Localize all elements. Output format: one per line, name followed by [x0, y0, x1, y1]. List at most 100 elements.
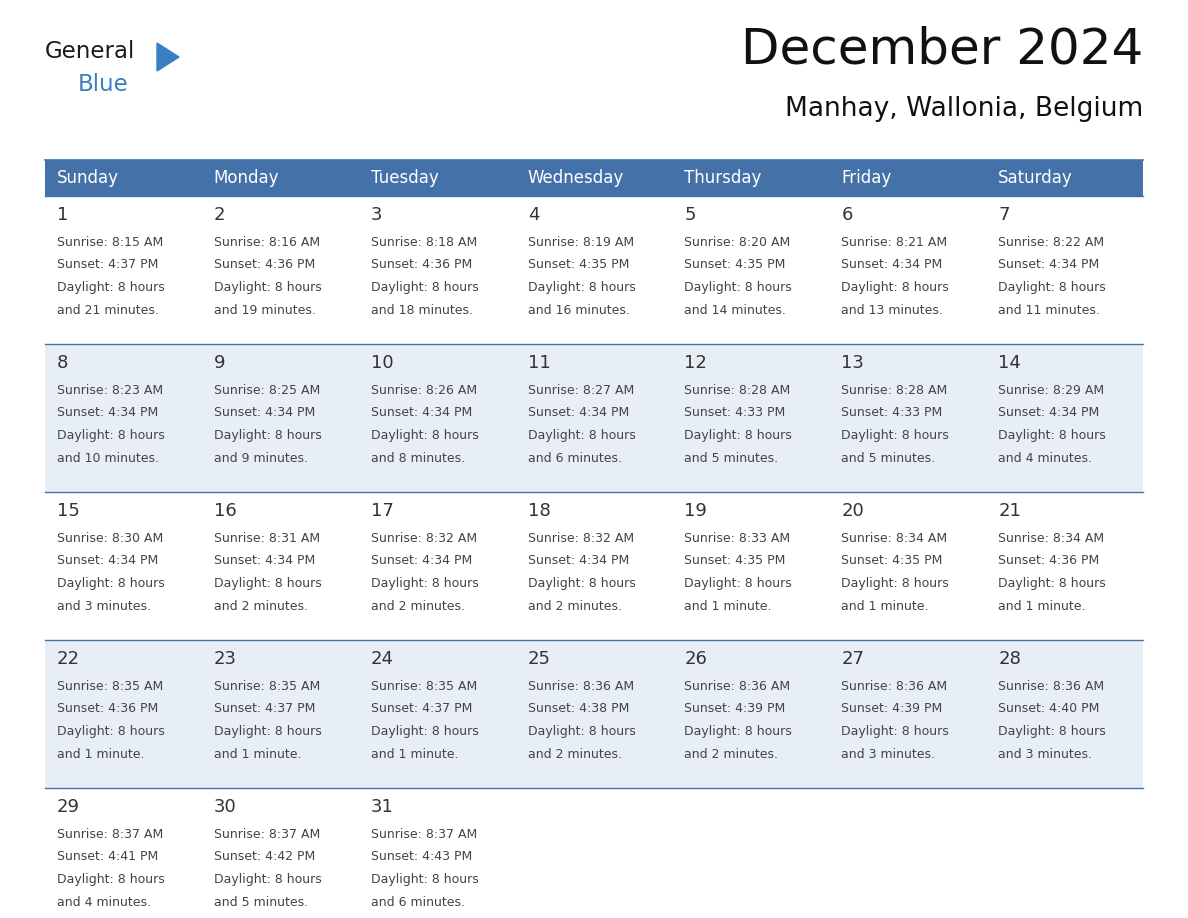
Text: Sunset: 4:34 PM: Sunset: 4:34 PM — [214, 554, 315, 567]
Text: Sunrise: 8:21 AM: Sunrise: 8:21 AM — [841, 236, 947, 249]
Text: Sunrise: 8:31 AM: Sunrise: 8:31 AM — [214, 532, 320, 545]
Text: Sunrise: 8:35 AM: Sunrise: 8:35 AM — [214, 680, 320, 693]
Text: Manhay, Wallonia, Belgium: Manhay, Wallonia, Belgium — [785, 96, 1143, 122]
Text: and 2 minutes.: and 2 minutes. — [214, 599, 308, 612]
Text: Daylight: 8 hours: Daylight: 8 hours — [214, 281, 322, 294]
Text: and 6 minutes.: and 6 minutes. — [371, 895, 465, 909]
Text: Daylight: 8 hours: Daylight: 8 hours — [841, 577, 949, 590]
Text: Daylight: 8 hours: Daylight: 8 hours — [841, 429, 949, 442]
Text: and 1 minute.: and 1 minute. — [998, 599, 1086, 612]
Text: and 1 minute.: and 1 minute. — [841, 599, 929, 612]
Text: 25: 25 — [527, 650, 550, 668]
Text: Sunset: 4:35 PM: Sunset: 4:35 PM — [684, 554, 785, 567]
Text: Daylight: 8 hours: Daylight: 8 hours — [527, 281, 636, 294]
Text: 12: 12 — [684, 354, 707, 372]
Text: Daylight: 8 hours: Daylight: 8 hours — [684, 281, 792, 294]
Bar — [45, 344, 1143, 492]
Text: Sunset: 4:43 PM: Sunset: 4:43 PM — [371, 850, 472, 864]
Text: Sunset: 4:34 PM: Sunset: 4:34 PM — [57, 554, 158, 567]
Text: 10: 10 — [371, 354, 393, 372]
Text: Sunset: 4:34 PM: Sunset: 4:34 PM — [214, 407, 315, 420]
Text: Sunset: 4:34 PM: Sunset: 4:34 PM — [57, 407, 158, 420]
Text: Sunset: 4:36 PM: Sunset: 4:36 PM — [214, 259, 315, 272]
Bar — [45, 492, 1143, 640]
Text: 19: 19 — [684, 502, 707, 520]
Text: December 2024: December 2024 — [741, 26, 1143, 74]
Text: Sunset: 4:37 PM: Sunset: 4:37 PM — [371, 702, 472, 715]
Text: Daylight: 8 hours: Daylight: 8 hours — [371, 873, 479, 886]
Text: Sunrise: 8:37 AM: Sunrise: 8:37 AM — [57, 828, 163, 841]
Text: and 6 minutes.: and 6 minutes. — [527, 452, 621, 465]
Text: Daylight: 8 hours: Daylight: 8 hours — [214, 429, 322, 442]
Text: Sunrise: 8:32 AM: Sunrise: 8:32 AM — [527, 532, 633, 545]
Text: Sunset: 4:35 PM: Sunset: 4:35 PM — [841, 554, 942, 567]
Text: 30: 30 — [214, 798, 236, 816]
Text: Sunrise: 8:18 AM: Sunrise: 8:18 AM — [371, 236, 476, 249]
Text: and 1 minute.: and 1 minute. — [371, 747, 459, 760]
Text: 29: 29 — [57, 798, 80, 816]
Text: 31: 31 — [371, 798, 393, 816]
Text: Sunrise: 8:36 AM: Sunrise: 8:36 AM — [998, 680, 1105, 693]
Text: Daylight: 8 hours: Daylight: 8 hours — [57, 577, 165, 590]
Text: 28: 28 — [998, 650, 1020, 668]
Text: and 3 minutes.: and 3 minutes. — [57, 599, 151, 612]
Text: and 11 minutes.: and 11 minutes. — [998, 304, 1100, 317]
Text: Daylight: 8 hours: Daylight: 8 hours — [998, 429, 1106, 442]
Text: Daylight: 8 hours: Daylight: 8 hours — [527, 725, 636, 738]
Text: and 19 minutes.: and 19 minutes. — [214, 304, 316, 317]
Text: Daylight: 8 hours: Daylight: 8 hours — [998, 577, 1106, 590]
Text: Wednesday: Wednesday — [527, 169, 624, 187]
Text: Sunset: 4:40 PM: Sunset: 4:40 PM — [998, 702, 1100, 715]
Text: Sunset: 4:39 PM: Sunset: 4:39 PM — [684, 702, 785, 715]
Text: Sunset: 4:34 PM: Sunset: 4:34 PM — [998, 407, 1099, 420]
Text: Daylight: 8 hours: Daylight: 8 hours — [57, 873, 165, 886]
Text: Sunset: 4:34 PM: Sunset: 4:34 PM — [527, 407, 628, 420]
Text: Sunrise: 8:15 AM: Sunrise: 8:15 AM — [57, 236, 163, 249]
Text: 9: 9 — [214, 354, 226, 372]
Text: 1: 1 — [57, 206, 69, 224]
Text: Monday: Monday — [214, 169, 279, 187]
Text: Thursday: Thursday — [684, 169, 762, 187]
Text: Sunrise: 8:25 AM: Sunrise: 8:25 AM — [214, 384, 320, 397]
Text: Sunrise: 8:34 AM: Sunrise: 8:34 AM — [998, 532, 1105, 545]
Text: and 5 minutes.: and 5 minutes. — [841, 452, 935, 465]
Text: and 14 minutes.: and 14 minutes. — [684, 304, 786, 317]
Text: Sunrise: 8:35 AM: Sunrise: 8:35 AM — [57, 680, 163, 693]
Polygon shape — [157, 43, 179, 71]
Text: Sunrise: 8:23 AM: Sunrise: 8:23 AM — [57, 384, 163, 397]
Text: Sunset: 4:38 PM: Sunset: 4:38 PM — [527, 702, 628, 715]
Text: Daylight: 8 hours: Daylight: 8 hours — [214, 577, 322, 590]
Text: 2: 2 — [214, 206, 226, 224]
Bar — [986, 160, 1143, 196]
Bar — [516, 160, 672, 196]
Text: 21: 21 — [998, 502, 1020, 520]
Text: Sunset: 4:33 PM: Sunset: 4:33 PM — [841, 407, 942, 420]
Bar — [45, 788, 1143, 918]
Text: and 3 minutes.: and 3 minutes. — [841, 747, 935, 760]
Text: and 1 minute.: and 1 minute. — [684, 599, 772, 612]
Bar — [672, 160, 829, 196]
Text: Sunrise: 8:34 AM: Sunrise: 8:34 AM — [841, 532, 947, 545]
Text: Sunrise: 8:30 AM: Sunrise: 8:30 AM — [57, 532, 163, 545]
Text: and 3 minutes.: and 3 minutes. — [998, 747, 1092, 760]
Bar — [359, 160, 516, 196]
Text: Daylight: 8 hours: Daylight: 8 hours — [57, 281, 165, 294]
Text: Sunrise: 8:26 AM: Sunrise: 8:26 AM — [371, 384, 476, 397]
Text: Daylight: 8 hours: Daylight: 8 hours — [214, 873, 322, 886]
Text: Daylight: 8 hours: Daylight: 8 hours — [527, 577, 636, 590]
Text: Sunset: 4:35 PM: Sunset: 4:35 PM — [527, 259, 628, 272]
Text: Daylight: 8 hours: Daylight: 8 hours — [371, 577, 479, 590]
Text: 17: 17 — [371, 502, 393, 520]
Text: and 2 minutes.: and 2 minutes. — [371, 599, 465, 612]
Text: and 4 minutes.: and 4 minutes. — [57, 895, 151, 909]
Text: and 2 minutes.: and 2 minutes. — [527, 599, 621, 612]
Text: 18: 18 — [527, 502, 550, 520]
Text: Sunrise: 8:37 AM: Sunrise: 8:37 AM — [371, 828, 476, 841]
Text: Daylight: 8 hours: Daylight: 8 hours — [998, 281, 1106, 294]
Text: 14: 14 — [998, 354, 1020, 372]
Text: Friday: Friday — [841, 169, 891, 187]
Text: Saturday: Saturday — [998, 169, 1073, 187]
Text: Sunrise: 8:22 AM: Sunrise: 8:22 AM — [998, 236, 1105, 249]
Text: Sunset: 4:39 PM: Sunset: 4:39 PM — [841, 702, 942, 715]
Text: Sunrise: 8:32 AM: Sunrise: 8:32 AM — [371, 532, 476, 545]
